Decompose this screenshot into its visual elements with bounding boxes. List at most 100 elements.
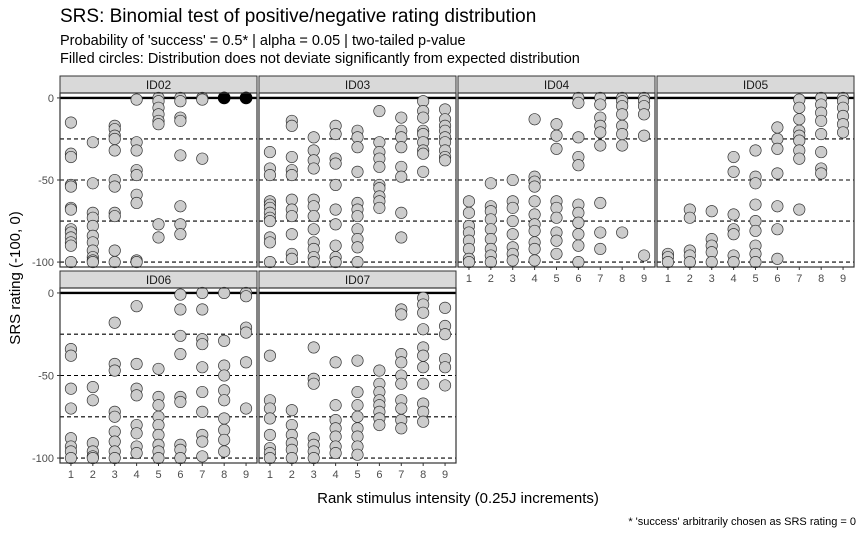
x-tick-label: 9 [840, 273, 846, 285]
data-point [683, 256, 696, 269]
data-point [240, 402, 253, 415]
data-point [196, 152, 209, 165]
data-point [373, 364, 386, 377]
data-point [815, 127, 828, 141]
strip-label: ID06 [146, 273, 172, 287]
data-point [484, 177, 497, 190]
x-tick-label: 7 [796, 273, 802, 285]
data-point [351, 165, 364, 178]
data-point [462, 256, 475, 269]
data-point [196, 286, 209, 300]
x-tick-label: 1 [665, 273, 671, 285]
data-point [329, 447, 342, 460]
panel-border [258, 92, 457, 268]
data-point [616, 139, 629, 152]
y-tick-label: -100 [32, 257, 54, 269]
data-point [395, 206, 408, 219]
data-point [395, 356, 408, 369]
data-point [64, 150, 77, 164]
data-point [263, 412, 276, 425]
data-point [683, 211, 696, 224]
data-point [351, 410, 364, 423]
data-point [307, 256, 320, 269]
data-point [594, 126, 607, 139]
data-point [240, 326, 253, 339]
data-point [108, 316, 121, 329]
data-point [749, 224, 762, 237]
data-point [506, 201, 519, 214]
data-point [130, 196, 143, 210]
data-point [329, 203, 342, 216]
data-point [64, 349, 77, 362]
data-point [484, 256, 497, 269]
data-point [506, 254, 519, 267]
data-point [152, 451, 165, 465]
data-point [572, 96, 585, 109]
data-point [285, 451, 298, 465]
data-point [417, 349, 430, 362]
data-point [594, 196, 607, 210]
x-tick-label: 4 [532, 273, 538, 285]
data-point [263, 256, 276, 269]
data-point [638, 108, 651, 121]
data-point [263, 236, 276, 249]
data-point [196, 385, 209, 399]
data-point [152, 362, 165, 375]
data-point [638, 129, 651, 142]
x-tick-label: 8 [420, 469, 426, 481]
data-point [174, 114, 187, 127]
data-point [108, 144, 121, 157]
data-point [218, 433, 231, 446]
data-point [285, 404, 298, 417]
x-tick-label: 1 [68, 469, 74, 481]
data-point [130, 427, 143, 440]
data-point [174, 395, 187, 408]
x-tick-label: 5 [354, 469, 360, 481]
data-point [594, 139, 607, 152]
data-point [550, 211, 563, 224]
data-point [307, 131, 320, 144]
data-point [263, 428, 276, 441]
data-point [727, 256, 740, 269]
panel-id07: ID07 1 2 3 4 5 6 7 8 9 [258, 270, 457, 481]
data-point [462, 206, 475, 219]
data-point [395, 111, 408, 124]
data-point [351, 385, 364, 399]
data-point [616, 127, 629, 141]
data-point [329, 127, 342, 141]
facet-panels: ID02 0 -50 -100 ID03 ID04 1 2 3 4 5 6 7 8 9 ID05 1 2 3 4 5 6 7… [32, 75, 855, 481]
data-point [815, 146, 828, 159]
data-point [395, 170, 408, 183]
data-point [727, 150, 740, 164]
data-point [64, 203, 77, 216]
data-point [285, 150, 298, 164]
data-point [86, 381, 99, 394]
x-tick-label: 9 [243, 469, 249, 481]
data-point [749, 177, 762, 190]
x-tick-label: 8 [221, 469, 227, 481]
data-point [64, 239, 77, 252]
data-point [351, 210, 364, 223]
data-point [373, 105, 386, 118]
data-point [108, 244, 121, 257]
data-point [771, 200, 784, 213]
x-tick-label: 4 [333, 469, 339, 481]
data-point [638, 249, 651, 262]
data-point [108, 210, 121, 223]
data-point [196, 93, 209, 106]
data-point [218, 286, 231, 300]
panel-id05: ID05 1 2 3 4 5 6 7 8 9 [656, 75, 855, 285]
x-tick-label: 7 [398, 469, 404, 481]
data-point [307, 223, 320, 236]
data-point [550, 247, 563, 260]
data-point [152, 399, 165, 412]
data-point [263, 451, 276, 465]
data-point [64, 402, 77, 415]
data-point [263, 169, 276, 182]
data-point [506, 173, 519, 187]
x-tick-label: 6 [177, 469, 183, 481]
data-point [749, 198, 762, 211]
data-point [86, 394, 99, 407]
data-point [218, 369, 231, 382]
